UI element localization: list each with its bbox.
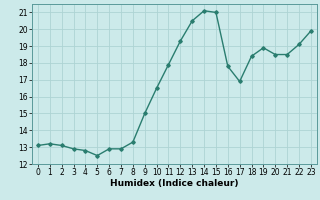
X-axis label: Humidex (Indice chaleur): Humidex (Indice chaleur) bbox=[110, 179, 239, 188]
